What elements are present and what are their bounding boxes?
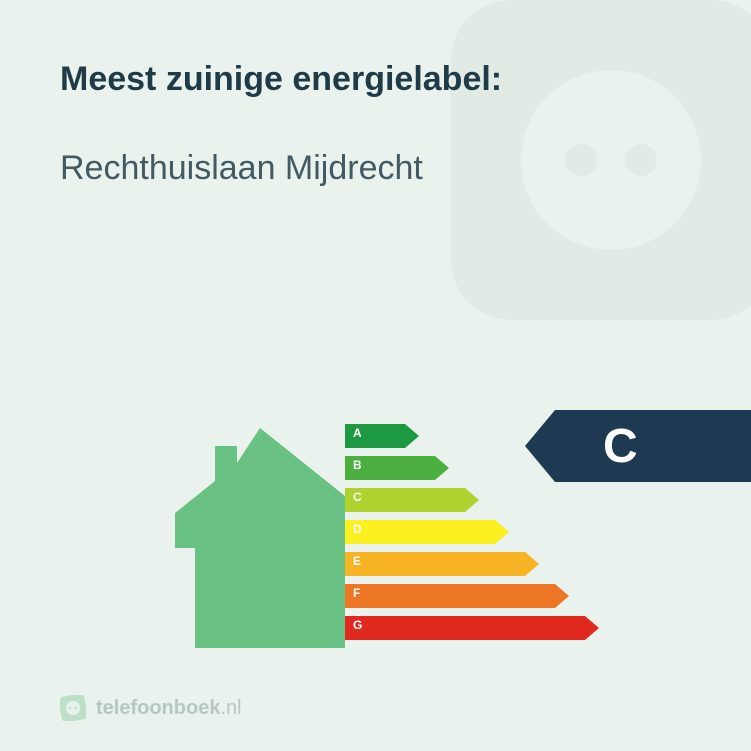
energy-bar-c: C <box>345 484 599 516</box>
bar-letter: D <box>353 522 362 536</box>
energy-bar-f: F <box>345 580 599 612</box>
energy-bar-d: D <box>345 516 599 548</box>
bar-shape <box>345 584 569 608</box>
footer-brand: telefoonboek.nl <box>60 695 242 721</box>
footer-logo-icon <box>60 695 86 721</box>
bar-letter: A <box>353 426 362 440</box>
bar-letter: E <box>353 554 361 568</box>
page-title: Meest zuinige energielabel: <box>60 60 691 99</box>
energy-bar-e: E <box>345 548 599 580</box>
bar-letter: B <box>353 458 362 472</box>
footer-text: telefoonboek.nl <box>96 697 242 720</box>
location-name: Rechthuislaan Mijdrecht <box>60 149 691 188</box>
content-card: Meest zuinige energielabel: Rechthuislaa… <box>0 0 751 751</box>
house-icon <box>175 428 345 648</box>
rating-indicator: C <box>555 410 751 482</box>
rating-letter: C <box>603 419 638 474</box>
bar-letter: C <box>353 490 362 504</box>
bar-shape <box>345 488 479 512</box>
bar-letter: F <box>353 586 360 600</box>
energy-label-chart: A B C D E F G C <box>175 400 751 660</box>
energy-bar-g: G <box>345 612 599 644</box>
bar-shape <box>345 616 599 640</box>
bar-shape <box>345 552 539 576</box>
bar-letter: G <box>353 618 362 632</box>
bar-shape <box>345 520 509 544</box>
